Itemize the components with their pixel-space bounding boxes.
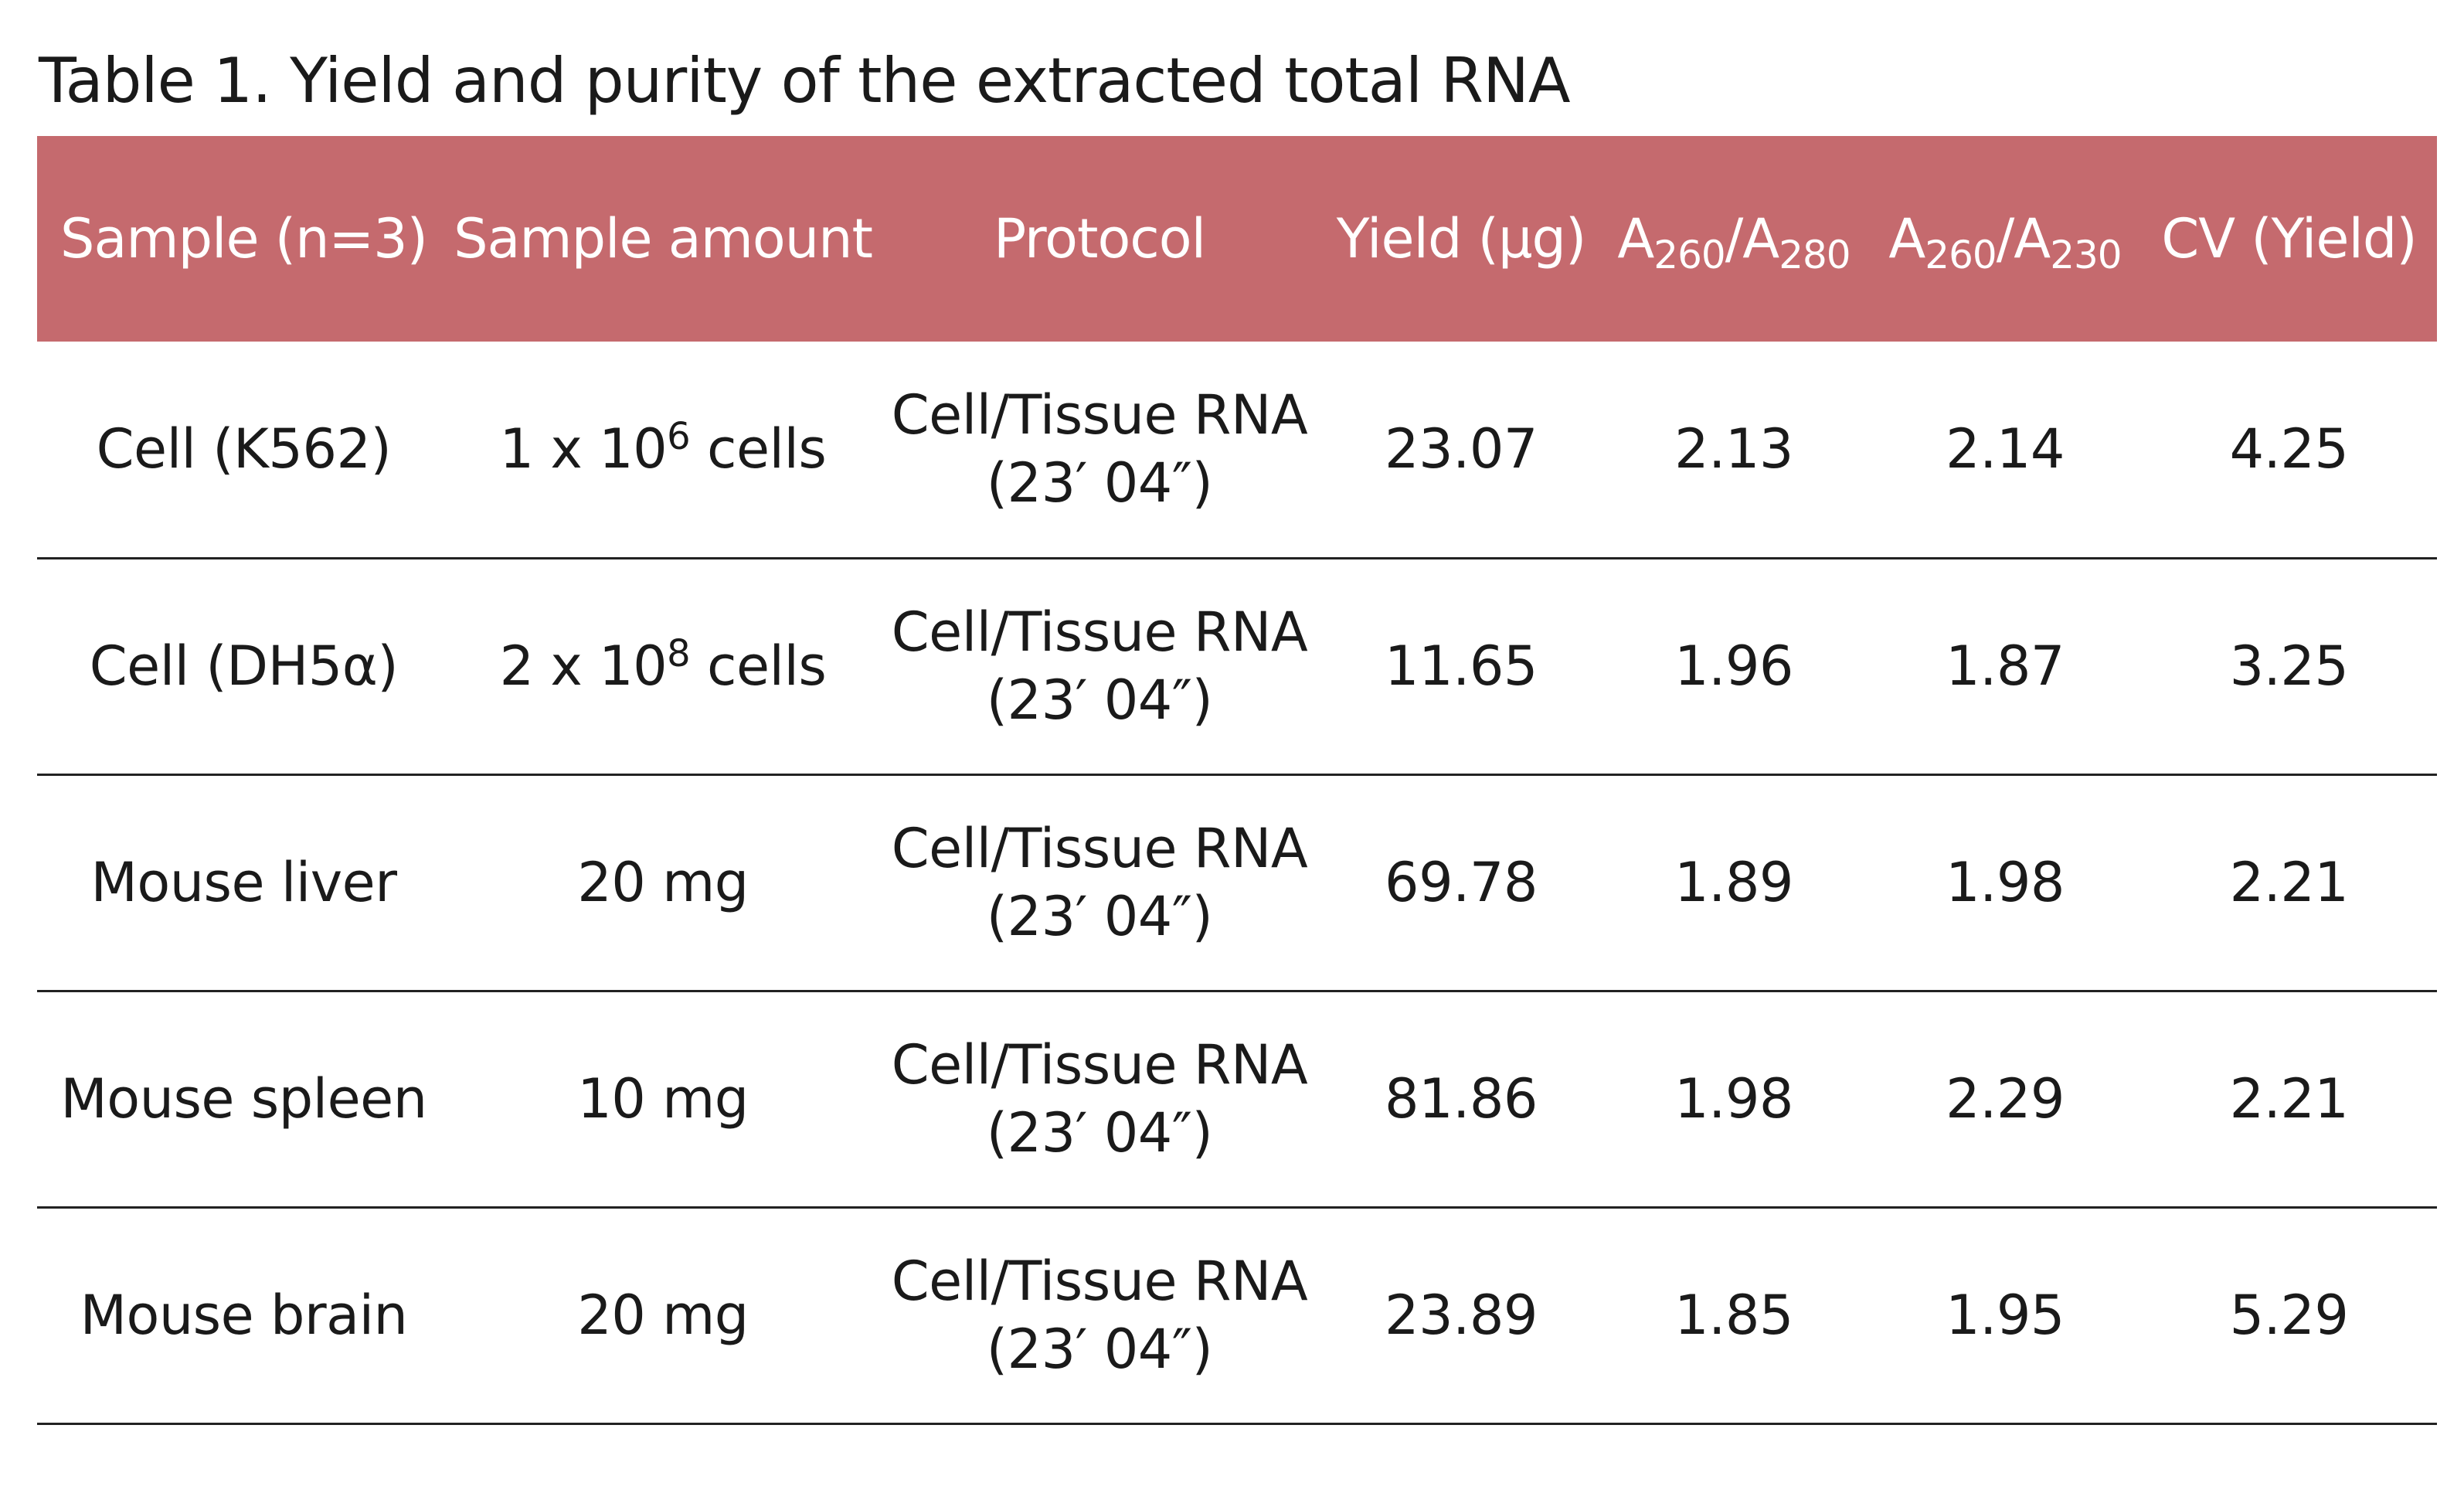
cell-yield: 23.89 — [1385, 1284, 1538, 1347]
cell-cv: 4.25 — [2229, 417, 2349, 481]
column-header-sample: Sample (n=3) — [60, 207, 428, 270]
table-row: Mouse brain 20 mg Cell/Tissue RNA (23′ 04″)… — [37, 1207, 2437, 1423]
ratio-b: /A — [1996, 207, 2051, 270]
amount-unit: cells — [690, 417, 827, 481]
cell-protocol: Cell/Tissue RNA (23′ 04″) — [875, 991, 1324, 1207]
amount-value: 10 mg — [577, 1067, 749, 1131]
cell-sample-amount: 2 x 108 cells — [450, 558, 875, 774]
cell-cv: 3.25 — [2229, 634, 2349, 698]
cell-yield: 69.78 — [1385, 851, 1538, 914]
cell-a260-a280: 1.89 — [1674, 851, 1793, 914]
protocol-name: Cell/Tissue RNA — [891, 600, 1308, 664]
cell-sample: Mouse spleen — [60, 1067, 427, 1131]
column-header-a260-a230: A260/A230 — [1869, 136, 2141, 342]
cell-yield: 81.86 — [1385, 1067, 1538, 1131]
amount-value: 2 x 10 — [499, 634, 668, 698]
cell-protocol: Cell/Tissue RNA (23′ 04″) — [875, 1207, 1324, 1423]
cell-sample: Cell (DH5α) — [89, 634, 399, 698]
ratio-sub: 280 — [1779, 233, 1851, 277]
amount-exponent: 6 — [667, 415, 691, 459]
table-row: Mouse spleen 10 mg Cell/Tissue RNA (23′ 04″… — [37, 991, 2437, 1207]
cell-a260-a230: 1.87 — [1946, 634, 2065, 698]
cell-a260-a230: 1.95 — [1946, 1284, 2065, 1347]
ratio-b: /A — [1725, 207, 1779, 270]
protocol-duration: (23′ 04″) — [986, 885, 1213, 948]
table-body: Cell (K562) 1 x 106 cells Cell/Tissue RNA(… — [37, 342, 2437, 1423]
cell-yield: 23.07 — [1385, 417, 1538, 481]
cell-sample-amount: 1 x 106 cells — [450, 342, 875, 558]
cell-protocol: Cell/Tissue RNA (23′ 04″) — [875, 558, 1324, 774]
column-header-amount: Sample amount — [454, 207, 873, 270]
protocol-name: Cell/Tissue RNA — [891, 1250, 1308, 1313]
cell-a260-a280: 1.98 — [1674, 1067, 1793, 1131]
cell-sample-amount: 10 mg — [450, 991, 875, 1207]
cell-a260-a280: 1.96 — [1674, 634, 1793, 698]
amount-value: 1 x 10 — [499, 417, 668, 481]
cell-sample-amount: 20 mg — [450, 774, 875, 991]
protocol-name: Cell/Tissue RNA — [891, 383, 1308, 447]
cell-cv: 2.21 — [2229, 1067, 2349, 1131]
column-header-yield: Yield (μg) — [1336, 207, 1587, 270]
ratio-sub: 260 — [1925, 233, 1997, 277]
protocol-name: Cell/Tissue RNA — [891, 817, 1308, 880]
cell-a260-a280: 1.85 — [1674, 1284, 1793, 1347]
cell-sample: Cell (K562) — [96, 417, 392, 481]
protocol-duration: (23′ 04″) — [986, 1101, 1213, 1165]
cell-sample-amount: 20 mg — [450, 1207, 875, 1423]
cell-yield: 11.65 — [1385, 634, 1538, 698]
amount-value: 20 mg — [577, 851, 749, 914]
cell-cv: 5.29 — [2229, 1284, 2349, 1347]
cell-a260-a230: 1.98 — [1946, 851, 2065, 914]
table-header-row: Sample (n=3) Sample amount Protocol Yiel… — [37, 136, 2437, 342]
table-row: Cell (DH5α) 2 x 108 cells Cell/Tissue RNA(… — [37, 558, 2437, 774]
rna-yield-table: Sample (n=3) Sample amount Protocol Yiel… — [37, 136, 2437, 1425]
cell-cv: 2.21 — [2229, 851, 2349, 914]
cell-sample: Mouse liver — [90, 851, 397, 914]
cell-protocol: Cell/Tissue RNA (23′ 04″) — [875, 774, 1324, 991]
ratio-sub: 230 — [2050, 233, 2122, 277]
amount-exponent: 8 — [667, 632, 691, 675]
ratio-a: A — [1888, 207, 1925, 270]
table-title: Table 1. Yield and purity of the extract… — [39, 45, 1571, 117]
protocol-duration: (23′ 04″) — [986, 451, 1213, 515]
cell-protocol: Cell/Tissue RNA (23′ 04″) — [875, 342, 1324, 558]
column-header-a260-a280: A260/A280 — [1599, 136, 1869, 342]
column-header-cv: CV (Yield) — [2161, 207, 2417, 270]
ratio-sub: 260 — [1653, 233, 1725, 277]
cell-a260-a230: 2.14 — [1946, 417, 2065, 481]
table-row: Mouse liver 20 mg Cell/Tissue RNA (23′ 04″)… — [37, 774, 2437, 991]
amount-unit: cells — [690, 634, 827, 698]
amount-value: 20 mg — [577, 1284, 749, 1347]
cell-a260-a230: 2.29 — [1946, 1067, 2065, 1131]
protocol-name: Cell/Tissue RNA — [891, 1033, 1308, 1097]
protocol-duration: (23′ 04″) — [986, 668, 1213, 732]
cell-sample: Mouse brain — [80, 1284, 408, 1347]
cell-a260-a280: 2.13 — [1674, 417, 1793, 481]
column-header-protocol: Protocol — [993, 207, 1206, 270]
table-row: Cell (K562) 1 x 106 cells Cell/Tissue RNA(… — [37, 342, 2437, 558]
ratio-a: A — [1617, 207, 1654, 270]
protocol-duration: (23′ 04″) — [986, 1318, 1213, 1381]
